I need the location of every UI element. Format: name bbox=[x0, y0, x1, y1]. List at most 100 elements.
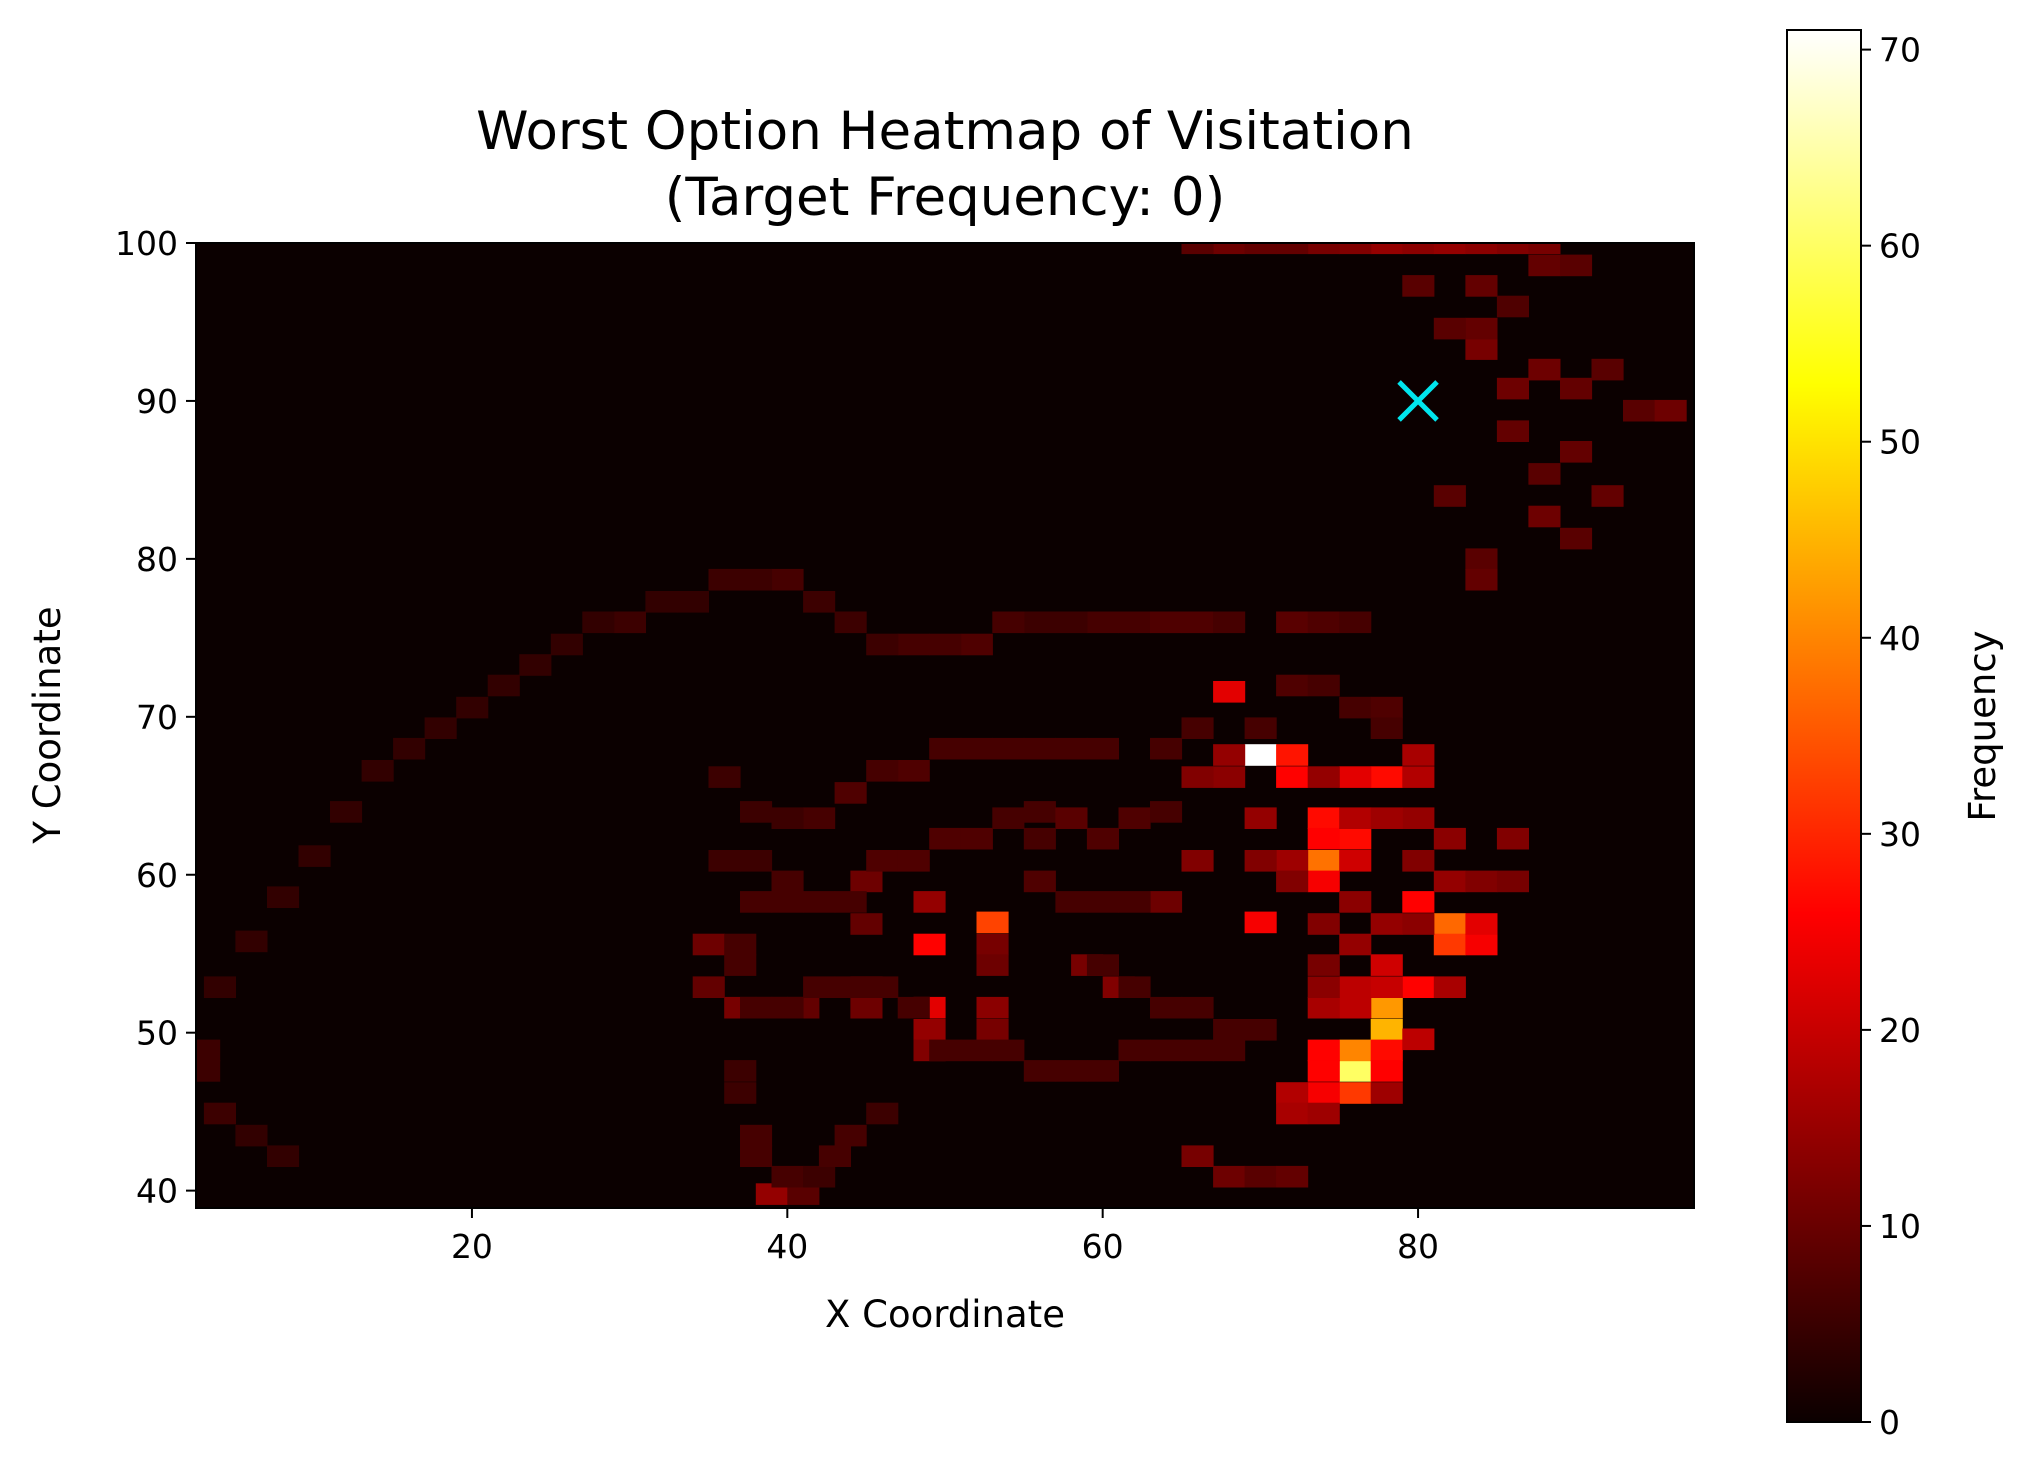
heatmap-cell bbox=[1181, 611, 1214, 634]
heatmap-cell bbox=[897, 633, 930, 656]
colorbar-tick-label: 60 bbox=[1879, 227, 1921, 266]
heatmap-cell bbox=[1433, 827, 1466, 850]
heatmap-cell bbox=[1402, 850, 1435, 872]
heatmap-cell bbox=[1465, 338, 1498, 360]
heatmap-cell bbox=[1591, 485, 1624, 507]
heatmap-cell bbox=[866, 850, 899, 872]
colorbar-ticks: 0 10 20 30 40 50 60 70 bbox=[1861, 31, 1921, 1442]
heatmap-cell bbox=[1055, 1060, 1088, 1082]
heatmap-cell bbox=[1591, 358, 1624, 381]
heatmap-cell bbox=[196, 1060, 221, 1082]
heatmap-cell bbox=[1465, 317, 1498, 340]
heatmap-cell bbox=[1118, 976, 1151, 998]
heatmap-cell bbox=[960, 1039, 993, 1062]
heatmap-cell bbox=[1402, 275, 1435, 297]
x-tick-label: 80 bbox=[1397, 1227, 1439, 1266]
heatmap-cell bbox=[740, 1124, 773, 1147]
heatmap-cell bbox=[1118, 807, 1151, 829]
plot-frame bbox=[195, 242, 1695, 1209]
heatmap-cell bbox=[1339, 827, 1372, 850]
heatmap-cell bbox=[1528, 243, 1561, 255]
heatmap-cell bbox=[992, 807, 1025, 829]
y-tick-label: 90 bbox=[136, 382, 178, 421]
heatmap-cell bbox=[1181, 243, 1214, 255]
heatmap-cell bbox=[1528, 463, 1561, 485]
heatmap-cell bbox=[1213, 1039, 1246, 1062]
heatmap-cell bbox=[1244, 243, 1277, 255]
heatmap-cell bbox=[992, 611, 1025, 634]
heatmap-cell bbox=[1370, 1082, 1403, 1104]
heatmap-cell bbox=[424, 717, 457, 739]
heatmap-cell bbox=[976, 1019, 1009, 1041]
heatmap-cell bbox=[613, 611, 646, 634]
heatmap-cell bbox=[1244, 807, 1277, 829]
heatmap-cell bbox=[1213, 766, 1246, 788]
colorbar-tick-label: 20 bbox=[1879, 1011, 1921, 1050]
heatmap-cell bbox=[960, 633, 993, 656]
heatmap-cell bbox=[803, 807, 836, 829]
heatmap-cell bbox=[1086, 827, 1119, 850]
heatmap-cell bbox=[803, 1165, 836, 1188]
heatmap-cell bbox=[1339, 1082, 1372, 1104]
heatmap-cell bbox=[1150, 996, 1183, 1019]
heatmap-cell bbox=[1370, 1039, 1403, 1062]
heatmap-cell bbox=[1307, 870, 1340, 893]
heatmap-cell bbox=[1402, 891, 1435, 913]
heatmap-cell bbox=[834, 782, 867, 804]
heatmap-cell bbox=[1339, 1039, 1372, 1062]
heatmap-cell bbox=[1181, 1145, 1214, 1167]
heatmap-cell bbox=[1244, 1165, 1277, 1188]
heatmap-cell bbox=[1086, 611, 1119, 634]
heatmap-cell bbox=[929, 737, 962, 760]
heatmap-cell bbox=[897, 760, 930, 782]
heatmap-cell bbox=[1213, 744, 1246, 766]
heatmap-cell bbox=[1086, 891, 1119, 913]
heatmap-cell bbox=[1370, 954, 1403, 976]
heatmap-cell bbox=[960, 737, 993, 760]
x-axis-label: X Coordinate bbox=[825, 1293, 1065, 1336]
heatmap-cell bbox=[267, 886, 300, 908]
heatmap-cell bbox=[740, 1145, 773, 1167]
heatmap-cell bbox=[1023, 1060, 1056, 1082]
y-tick-label: 70 bbox=[136, 698, 178, 737]
heatmap-cell bbox=[1150, 801, 1183, 823]
heatmap-cell bbox=[1370, 1019, 1403, 1041]
x-tick-label: 20 bbox=[451, 1227, 493, 1266]
heatmap-cell bbox=[1181, 766, 1214, 788]
heatmap-cell bbox=[1402, 243, 1435, 255]
heatmap-cell bbox=[1433, 243, 1466, 255]
heatmap-cell bbox=[1465, 933, 1498, 956]
heatmap-cell bbox=[235, 930, 268, 953]
heatmap-cell bbox=[976, 933, 1009, 956]
heatmap-cell bbox=[1244, 744, 1277, 766]
heatmap-cell bbox=[1402, 1028, 1435, 1051]
heatmap-cell bbox=[1276, 1082, 1309, 1104]
heatmap-cell bbox=[992, 737, 1025, 760]
heatmap-cell bbox=[1181, 1039, 1214, 1062]
chart-subtitle: (Target Frequency: 0) bbox=[665, 167, 1226, 228]
heatmap-cell bbox=[1560, 441, 1593, 463]
y-tick-label: 50 bbox=[136, 1014, 178, 1053]
heatmap-cell bbox=[1339, 696, 1372, 719]
heatmap-cell bbox=[361, 760, 394, 782]
heatmap-cell bbox=[834, 976, 867, 998]
heatmap-cell bbox=[676, 591, 709, 613]
heatmap-cell bbox=[1023, 827, 1056, 850]
heatmap-cell bbox=[1276, 1165, 1309, 1188]
heatmap-cell bbox=[1433, 913, 1466, 935]
heatmap-cell bbox=[929, 827, 962, 850]
heatmap-cell bbox=[1433, 317, 1466, 340]
heatmap-cell bbox=[1339, 891, 1372, 913]
heatmap-cell bbox=[1339, 766, 1372, 788]
heatmap-cell bbox=[866, 1102, 899, 1125]
y-tick-label: 40 bbox=[136, 1172, 178, 1211]
heatmap-cell bbox=[1181, 996, 1214, 1019]
heatmap-cell bbox=[1402, 744, 1435, 766]
heatmap-cell bbox=[1213, 1165, 1246, 1188]
heatmap-cell bbox=[1370, 717, 1403, 739]
heatmap-cell bbox=[267, 1145, 300, 1167]
heatmap-cell bbox=[1055, 891, 1088, 913]
heatmap-cell bbox=[1496, 827, 1529, 850]
colorbar-tick-label: 70 bbox=[1879, 31, 1921, 70]
